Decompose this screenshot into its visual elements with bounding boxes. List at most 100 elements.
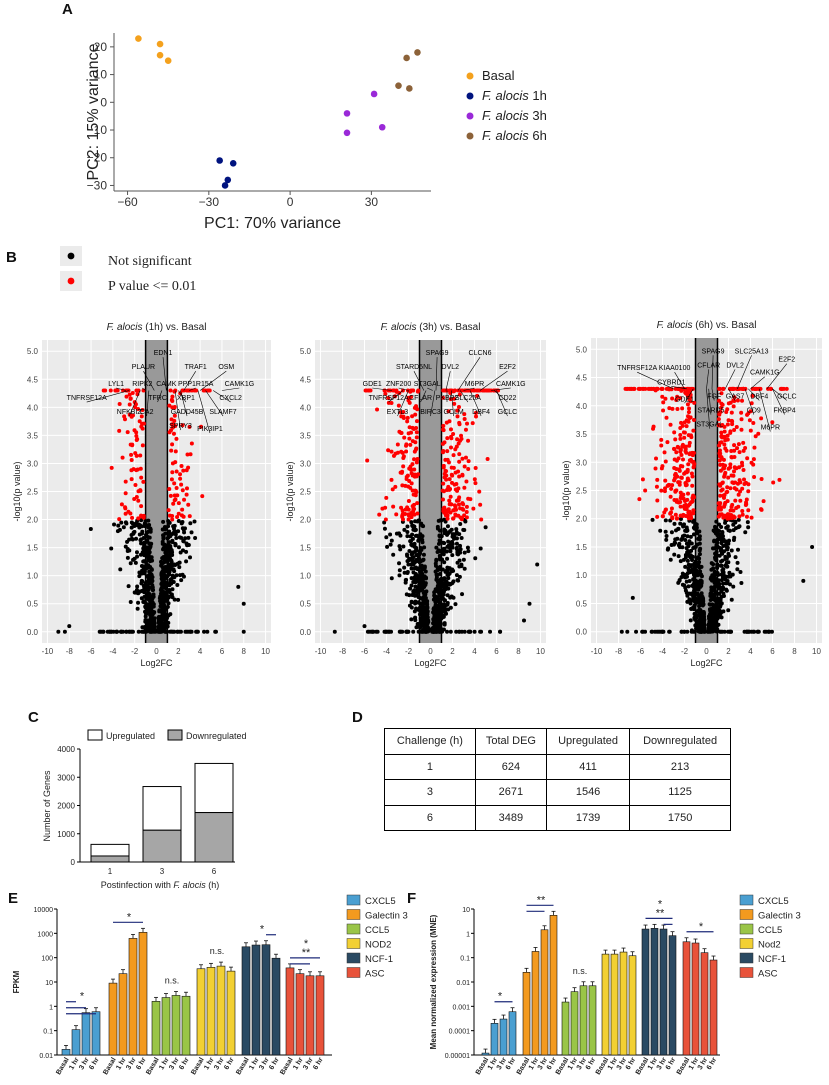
sig-point [168, 388, 173, 393]
nonsig-point [418, 551, 423, 556]
nonsig-point [745, 520, 750, 525]
nonsig-point [416, 538, 421, 543]
table-row: 1 624 411 213 [384, 753, 731, 780]
sig-point [171, 501, 176, 506]
nonsig-point [726, 608, 731, 613]
pca-point [403, 54, 410, 62]
nonsig-point [163, 629, 168, 634]
nonsig-point [407, 603, 412, 608]
sig-point [140, 408, 145, 413]
nonsig-point [425, 617, 430, 622]
bar [261, 944, 271, 1056]
gene-leader-line [413, 371, 425, 391]
pca-point [406, 85, 413, 92]
sig-point [491, 388, 496, 393]
sig-point [729, 448, 734, 453]
sig-point [452, 482, 457, 487]
sig-point [442, 440, 447, 445]
nonsig-point [733, 555, 738, 560]
gene-label: SLC25A [455, 395, 481, 402]
nonsig-point [176, 545, 181, 550]
nonsig-point [384, 629, 389, 634]
nonsig-point [411, 629, 416, 634]
gene-label: CAMK1G [750, 370, 780, 377]
nonsig-point [416, 555, 421, 560]
nonsig-point [713, 531, 718, 536]
y-axis-title: Mean normalized expression (MNE) [429, 914, 438, 1049]
y-tick-label: 10000 [34, 907, 54, 914]
nonsig-point [684, 579, 689, 584]
nonsig-point [691, 532, 696, 537]
gene-label: CFLAR [697, 362, 720, 369]
nonsig-point [718, 537, 723, 542]
legend-swatch [346, 923, 361, 935]
y-tick-label: 1.5 [576, 543, 588, 552]
nonsig-point [158, 629, 163, 634]
nonsig-point [193, 536, 198, 541]
nonsig-point [143, 605, 148, 610]
x-tick-label: 2 [176, 647, 181, 656]
x-tick-label: -4 [109, 647, 117, 656]
nonsig-point [676, 543, 681, 548]
gene-leader-line [435, 357, 438, 391]
nonsig-point [700, 612, 705, 617]
nonsig-point [725, 547, 730, 552]
nonsig-point [719, 547, 724, 552]
sig-point [771, 480, 776, 485]
sig-point [123, 479, 128, 484]
gene-label: GCLM [443, 409, 463, 416]
sig-point [401, 464, 406, 469]
nonsig-point [720, 575, 725, 580]
sig-point [186, 465, 191, 470]
gene-label: E2F2 [778, 357, 795, 364]
x-tick-label: −60 [117, 195, 138, 209]
nonsig-point [437, 534, 442, 539]
sig-point [678, 436, 683, 441]
sig-point [647, 386, 652, 391]
chart-title: F. alocis (1h) vs. Basal [107, 322, 207, 333]
nonsig-point [137, 525, 142, 530]
nonsig-point [686, 562, 691, 567]
nonsig-point [164, 557, 169, 562]
sig-point [410, 414, 415, 419]
panel-label-c: C [28, 709, 39, 726]
nonsig-point [709, 585, 714, 590]
legend-label: Nod2 [758, 940, 781, 951]
nonsig-point [688, 555, 693, 560]
sig-point [673, 512, 678, 517]
nonsig-point [719, 540, 724, 545]
nonsig-point [136, 600, 141, 605]
legend-label: NCF-1 [365, 954, 393, 965]
x-tick-label: 30 [365, 195, 379, 209]
x-tick-label: 6 hr [178, 1056, 191, 1071]
nonsig-point [682, 629, 687, 634]
sig-point [413, 412, 418, 417]
sig-point [485, 456, 490, 461]
sig-point [173, 460, 178, 465]
gene-leader-line [772, 388, 787, 401]
gene-label: EDN1 [154, 350, 173, 357]
sig-point [659, 443, 664, 448]
sig-point [675, 394, 680, 399]
sig-point [181, 468, 186, 473]
sig-point [781, 386, 786, 391]
sig-point [456, 404, 461, 409]
nonsig-point [128, 599, 133, 604]
sig-point [756, 431, 761, 436]
sig-point [674, 516, 679, 521]
nonsig-point [689, 591, 694, 596]
nonsig-point [498, 629, 503, 634]
nonsig-point [147, 618, 152, 623]
nonsig-point [168, 577, 173, 582]
gene-leader-line [166, 387, 168, 391]
panel-label-d: D [352, 709, 363, 726]
sig-point [738, 498, 743, 503]
y-tick-label: 3.5 [576, 430, 588, 439]
nonsig-point [686, 584, 691, 589]
nonsig-point [755, 629, 760, 634]
table-header-cell: Challenge (h) [384, 728, 476, 755]
nonsig-point [116, 523, 121, 528]
nonsig-point [619, 629, 624, 634]
nonsig-point [167, 582, 172, 587]
bar [181, 995, 191, 1056]
